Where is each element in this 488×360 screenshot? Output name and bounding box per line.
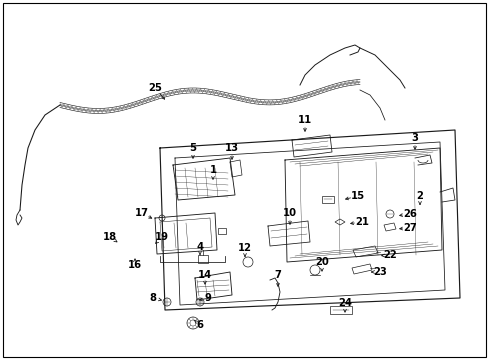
- Text: 14: 14: [198, 270, 212, 280]
- Text: 12: 12: [238, 243, 251, 253]
- Text: 8: 8: [149, 293, 156, 303]
- Text: 15: 15: [350, 191, 365, 201]
- Text: 7: 7: [274, 270, 281, 280]
- Text: 13: 13: [224, 143, 239, 153]
- Text: 22: 22: [382, 250, 396, 260]
- Bar: [218, 228, 225, 234]
- Bar: [321, 196, 333, 203]
- Text: 4: 4: [196, 242, 203, 252]
- Text: 18: 18: [103, 232, 117, 242]
- Text: 25: 25: [148, 83, 162, 93]
- Text: 1: 1: [209, 165, 216, 175]
- Text: 19: 19: [155, 232, 169, 242]
- Text: 3: 3: [411, 133, 418, 143]
- Text: 10: 10: [283, 208, 296, 218]
- Text: 16: 16: [128, 260, 142, 270]
- Text: 5: 5: [189, 143, 196, 153]
- Bar: [329, 306, 351, 314]
- Text: 26: 26: [402, 209, 416, 219]
- Text: 27: 27: [402, 223, 416, 233]
- Text: 21: 21: [354, 217, 368, 227]
- Text: 24: 24: [337, 298, 351, 308]
- Text: 2: 2: [416, 191, 423, 201]
- Text: 11: 11: [297, 115, 311, 125]
- Text: 6: 6: [196, 320, 203, 330]
- Text: 23: 23: [372, 267, 386, 277]
- Bar: [198, 255, 207, 263]
- Text: 20: 20: [314, 257, 328, 267]
- Text: 17: 17: [135, 208, 149, 218]
- Text: 9: 9: [204, 293, 211, 303]
